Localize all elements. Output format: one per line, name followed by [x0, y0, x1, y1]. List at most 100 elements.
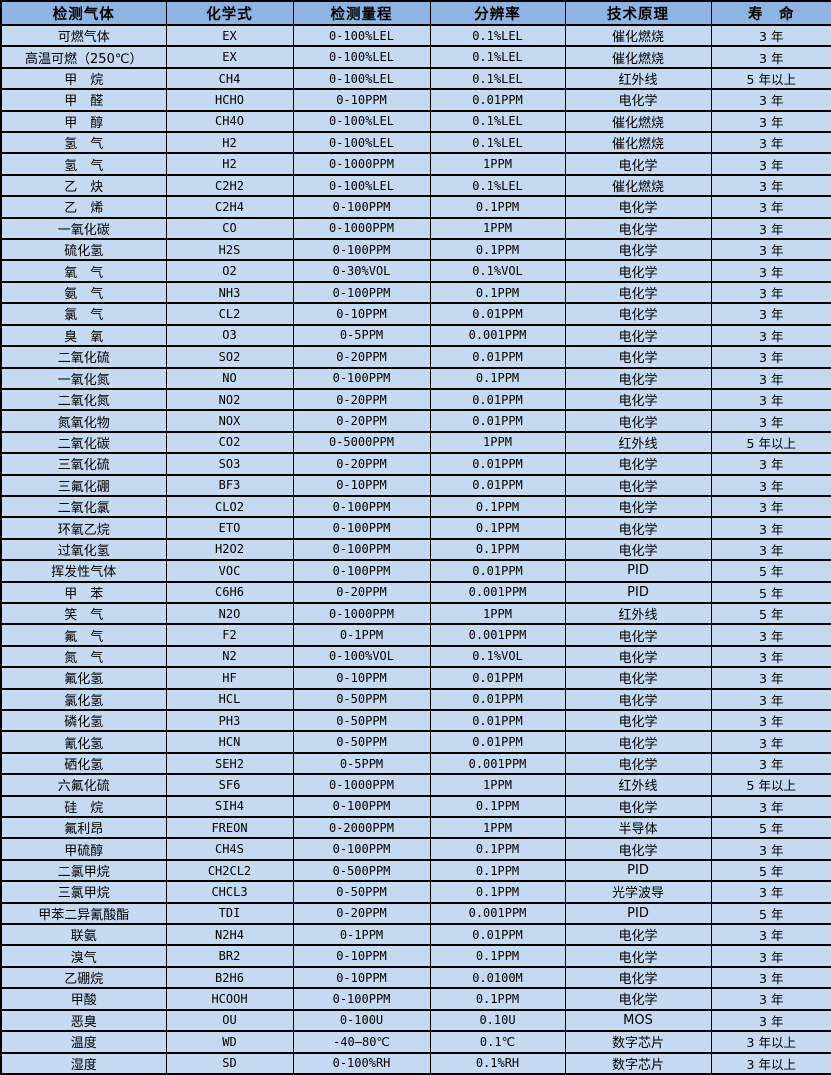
table-row: 湿度 SD 0-100%RH 0.1%RH 数字芯片 3 年以上 [0, 1051, 831, 1075]
cell-gas-name: 甲 烷 [0, 66, 167, 91]
cell-lifespan: 3 年 [710, 473, 831, 497]
cell-chemical-formula: N2O [165, 601, 294, 626]
cell-chemical-formula: EX [165, 45, 294, 69]
cell-technology-principle: 电化学 [564, 280, 712, 305]
cell-detection-range: 0-10PPM [292, 302, 431, 326]
cell-chemical-formula: CH2CL2 [165, 858, 294, 883]
cell-detection-range: 0-20PPM [292, 345, 431, 369]
cell-detection-range: -40—80℃ [292, 1030, 431, 1054]
cell-resolution: 0.1%LEL [429, 131, 566, 155]
column-header-technology-principle: 技术原理 [564, 0, 712, 26]
cell-chemical-formula: SD [165, 1051, 294, 1075]
cell-chemical-formula: O2 [165, 259, 294, 283]
cell-lifespan: 5 年以上 [710, 430, 831, 455]
cell-chemical-formula: N2 [165, 644, 294, 669]
cell-gas-name: 可燃气体 [0, 23, 167, 48]
cell-gas-name: 一氧化氮 [0, 366, 167, 390]
cell-lifespan: 3 年 [710, 195, 831, 219]
cell-resolution: 1PPM [429, 601, 566, 626]
table-row: 三氟化硼 BF3 0-10PPM 0.01PPM 电化学 3 年 [0, 473, 831, 497]
cell-technology-principle: PID [564, 901, 712, 926]
table-row: 恶臭 OU 0-100U 0.10U MOS 3 年 [0, 1008, 831, 1033]
cell-technology-principle: 催化燃烧 [564, 131, 712, 155]
cell-detection-range: 0-10PPM [292, 944, 431, 968]
cell-detection-range: 0-10PPM [292, 965, 431, 990]
cell-lifespan: 3 年 [710, 880, 831, 904]
cell-resolution: 0.1PPM [429, 366, 566, 390]
cell-chemical-formula: CH4 [165, 66, 294, 91]
table-row: 硫化氢 H2S 0-100PPM 0.1PPM 电化学 3 年 [0, 238, 831, 262]
cell-technology-principle: 电化学 [564, 387, 712, 412]
cell-technology-principle: 电化学 [564, 302, 712, 326]
cell-detection-range: 0-5PPM [292, 751, 431, 776]
cell-gas-name: 氨 气 [0, 280, 167, 305]
table-row: 联氨 N2H4 0-1PPM 0.01PPM 电化学 3 年 [0, 923, 831, 947]
cell-technology-principle: 催化燃烧 [564, 173, 712, 198]
table-row: 二氧化氮 NO2 0-20PPM 0.01PPM 电化学 3 年 [0, 387, 831, 412]
cell-technology-principle: 电化学 [564, 965, 712, 990]
cell-detection-range: 0-100PPM [292, 494, 431, 519]
cell-detection-range: 0-100PPM [292, 837, 431, 861]
cell-lifespan: 3 年 [710, 944, 831, 968]
cell-lifespan: 3 年 [710, 923, 831, 947]
table-row: 硅 烷 SIH4 0-100PPM 0.1PPM 电化学 3 年 [0, 794, 831, 819]
cell-chemical-formula: HCOOH [165, 987, 294, 1011]
cell-technology-principle: 红外线 [564, 66, 712, 91]
cell-lifespan: 3 年 [710, 623, 831, 647]
cell-gas-name: 一氧化碳 [0, 216, 167, 241]
cell-gas-name: 二氧化硫 [0, 345, 167, 369]
cell-gas-name: 溴气 [0, 944, 167, 968]
cell-technology-principle: PID [564, 580, 712, 604]
cell-resolution: 0.01PPM [429, 730, 566, 754]
table-row: 三氧化硫 SO3 0-20PPM 0.01PPM 电化学 3 年 [0, 452, 831, 476]
table-row: 挥发性气体 VOC 0-100PPM 0.01PPM PID 5 年 [0, 559, 831, 583]
table-row: 甲 烷 CH4 0-100%LEL 0.1%LEL 红外线 5 年以上 [0, 66, 831, 91]
cell-gas-name: 氟化氢 [0, 666, 167, 690]
cell-technology-principle: 电化学 [564, 88, 712, 112]
cell-chemical-formula: NO2 [165, 387, 294, 412]
cell-technology-principle: 电化学 [564, 987, 712, 1011]
table-row: 臭 氧 O3 0-5PPM 0.001PPM 电化学 3 年 [0, 323, 831, 348]
cell-technology-principle: 电化学 [564, 409, 712, 433]
cell-technology-principle: 电化学 [564, 708, 712, 733]
cell-technology-principle: 数字芯片 [564, 1051, 712, 1075]
cell-resolution: 0.01PPM [429, 88, 566, 112]
cell-detection-range: 0-20PPM [292, 409, 431, 433]
cell-chemical-formula: CLO2 [165, 494, 294, 519]
cell-detection-range: 0-100%RH [292, 1051, 431, 1075]
cell-lifespan: 3 年 [710, 88, 831, 112]
cell-chemical-formula: PH3 [165, 708, 294, 733]
cell-resolution: 0.1%LEL [429, 23, 566, 48]
cell-detection-range: 0-20PPM [292, 387, 431, 412]
cell-chemical-formula: VOC [165, 559, 294, 583]
cell-detection-range: 0-100%LEL [292, 45, 431, 69]
cell-chemical-formula: H2O2 [165, 537, 294, 562]
cell-chemical-formula: SEH2 [165, 751, 294, 776]
column-header-detection-range: 检测量程 [292, 0, 431, 26]
table-row: 氨 气 NH3 0-100PPM 0.1PPM 电化学 3 年 [0, 280, 831, 305]
table-row: 一氧化碳 CO 0-1000PPM 1PPM 电化学 3 年 [0, 216, 831, 241]
cell-resolution: 1PPM [429, 430, 566, 455]
cell-gas-name: 高温可燃（250℃） [0, 45, 167, 69]
cell-detection-range: 0-100%LEL [292, 23, 431, 48]
table-row: 乙 炔 C2H2 0-100%LEL 0.1%LEL 催化燃烧 3 年 [0, 173, 831, 198]
cell-detection-range: 0-100PPM [292, 195, 431, 219]
table-row: 氮 气 N2 0-100%VOL 0.1%VOL 电化学 3 年 [0, 644, 831, 669]
cell-technology-principle: 电化学 [564, 923, 712, 947]
cell-resolution: 0.01PPM [429, 559, 566, 583]
cell-resolution: 0.1PPM [429, 837, 566, 861]
table-row: 甲酸 HCOOH 0-100PPM 0.1PPM 电化学 3 年 [0, 987, 831, 1011]
cell-gas-name: 环氧乙烷 [0, 516, 167, 540]
cell-resolution: 1PPM [429, 152, 566, 176]
cell-chemical-formula: BR2 [165, 944, 294, 968]
cell-technology-principle: 电化学 [564, 644, 712, 669]
cell-detection-range: 0-20PPM [292, 452, 431, 476]
cell-lifespan: 3 年 [710, 687, 831, 712]
cell-technology-principle: 电化学 [564, 623, 712, 647]
cell-chemical-formula: H2S [165, 238, 294, 262]
cell-gas-name: 硅 烷 [0, 794, 167, 819]
cell-lifespan: 3 年 [710, 45, 831, 69]
cell-technology-principle: 电化学 [564, 323, 712, 348]
cell-lifespan: 3 年 [710, 345, 831, 369]
cell-chemical-formula: H2 [165, 152, 294, 176]
